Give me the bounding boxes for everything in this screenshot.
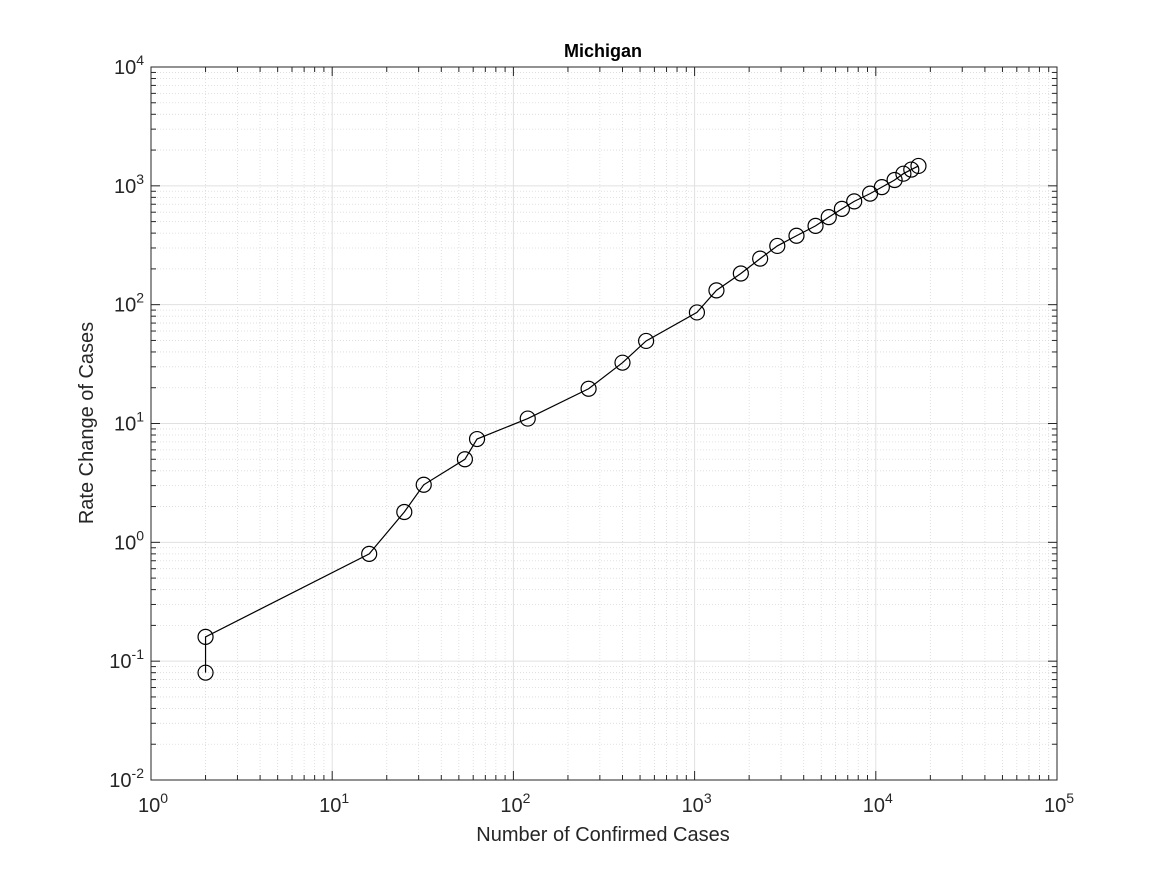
y-axis-label: Rate Change of Cases	[76, 322, 98, 524]
data-point	[752, 250, 769, 267]
y-tick-label: 103	[114, 171, 144, 198]
x-axis-label: Number of Confirmed Cases	[476, 824, 729, 846]
y-tick-label: 10-2	[109, 765, 144, 792]
data-point	[638, 332, 655, 350]
grid	[150, 66, 1058, 781]
data-point	[415, 476, 432, 493]
y-tick-label: 100	[114, 527, 144, 554]
y-tick-label: 104	[114, 52, 144, 79]
x-tick-labels: 100 101 102 103 104 105	[138, 790, 1074, 817]
data-point	[807, 217, 824, 235]
data-point	[895, 165, 912, 182]
chart-title: Michigan	[564, 41, 642, 61]
data-point	[708, 282, 725, 299]
data-point	[614, 354, 631, 371]
data-point	[519, 410, 536, 427]
series-line	[204, 165, 919, 673]
data-point	[903, 161, 920, 178]
data-point	[833, 200, 850, 217]
x-tick-label: 105	[1044, 790, 1074, 817]
data-point	[873, 179, 890, 196]
data-point	[361, 545, 378, 562]
x-tick-label: 103	[682, 790, 712, 817]
series-polyline	[204, 165, 919, 673]
data-point	[688, 304, 706, 321]
y-tick-label: 10-1	[109, 646, 144, 673]
data-point	[456, 451, 474, 468]
x-tick-label: 101	[319, 790, 349, 817]
y-tick-label: 102	[114, 290, 144, 317]
data-point	[769, 237, 786, 255]
data-point	[820, 209, 837, 226]
data-point	[886, 171, 903, 189]
data-markers	[197, 157, 927, 681]
axes-frame	[150, 66, 1058, 781]
data-point	[197, 628, 214, 646]
data-point	[732, 265, 749, 282]
data-point	[910, 157, 927, 175]
data-point	[468, 430, 486, 448]
data-point	[396, 503, 413, 521]
data-point	[846, 193, 863, 210]
data-point	[580, 380, 597, 397]
y-tick-labels: 10-2 10-1 100 101 102 103 104	[109, 52, 144, 792]
data-point	[197, 664, 214, 681]
x-tick-label: 104	[863, 790, 893, 817]
y-tick-label: 101	[114, 409, 144, 436]
data-point	[788, 227, 805, 244]
x-tick-label: 100	[138, 790, 168, 817]
x-tick-label: 102	[500, 790, 530, 817]
